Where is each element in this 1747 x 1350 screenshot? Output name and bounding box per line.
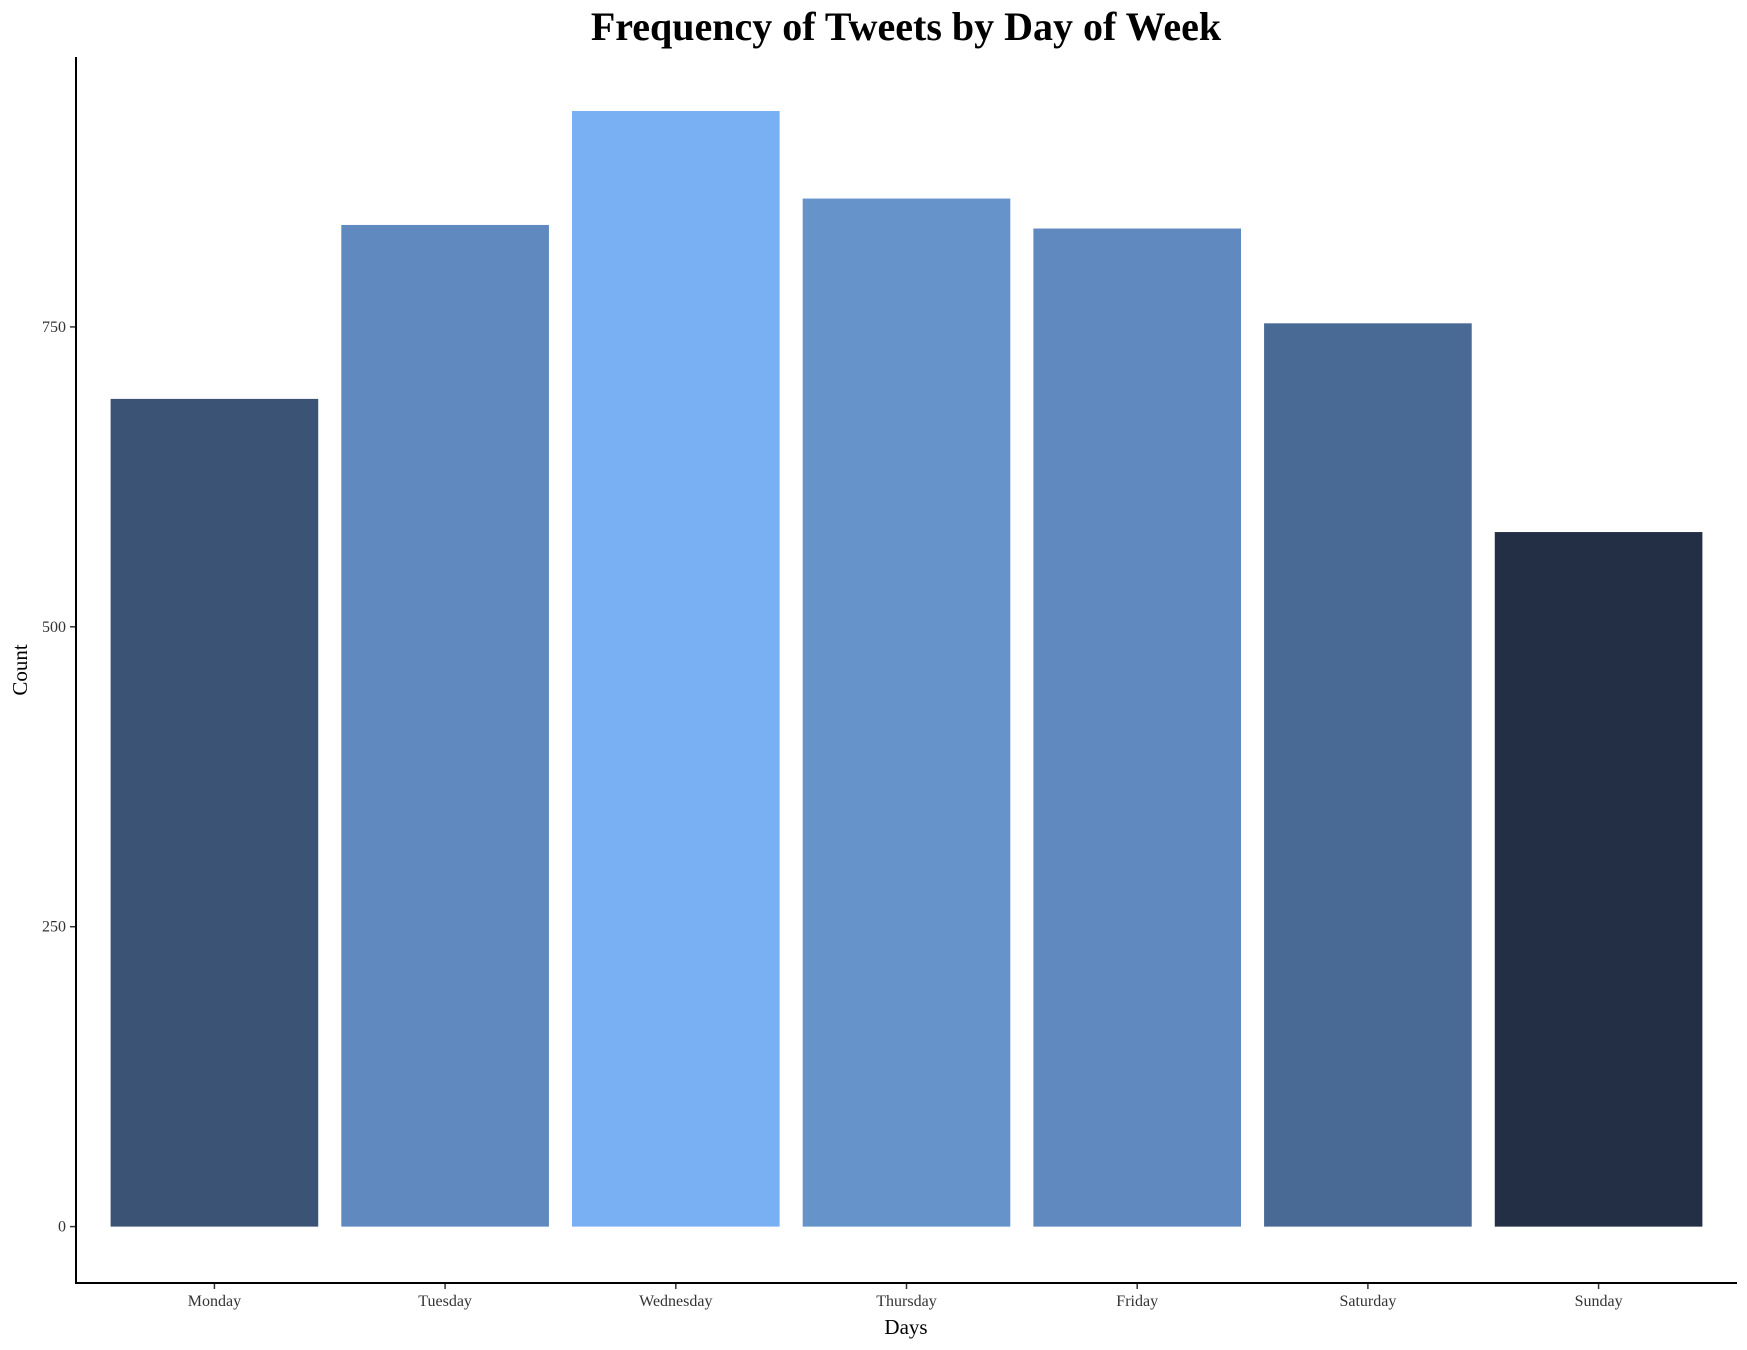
y-tick-label-750: 750: [42, 319, 66, 336]
bar-wednesday: [571, 110, 780, 1227]
x-tick-label-monday: Monday: [188, 1293, 241, 1310]
x-axis-ticks: Monday Tuesday Wednesday Thursday Friday Satu…: [188, 1283, 1623, 1310]
x-tick-label-tuesday: Tuesday: [418, 1293, 472, 1310]
bar-sunday: [1494, 532, 1703, 1227]
x-tick-label-wednesday: Wednesday: [639, 1293, 712, 1310]
bar-thursday: [802, 198, 1011, 1227]
chart-title: Frequency of Tweets by Day of Week: [591, 4, 1222, 49]
x-axis-title: Days: [884, 1315, 927, 1339]
bar-tuesday: [341, 224, 549, 1227]
bar-monday: [110, 398, 319, 1227]
y-tick-label-500: 500: [42, 619, 66, 636]
y-axis-title: Count: [8, 644, 32, 696]
y-tick-label-0: 0: [58, 1219, 66, 1236]
bar-saturday: [1264, 323, 1472, 1227]
y-tick-label-250: 250: [42, 919, 66, 936]
bar-friday: [1033, 228, 1242, 1227]
x-tick-label-thursday: Thursday: [876, 1293, 936, 1310]
bars-group: [110, 110, 1703, 1227]
x-tick-label-saturday: Saturday: [1339, 1293, 1396, 1310]
x-tick-label-sunday: Sunday: [1575, 1293, 1623, 1310]
x-tick-label-friday: Friday: [1116, 1293, 1158, 1310]
y-axis-ticks: 0 250 500 750: [42, 319, 76, 1236]
